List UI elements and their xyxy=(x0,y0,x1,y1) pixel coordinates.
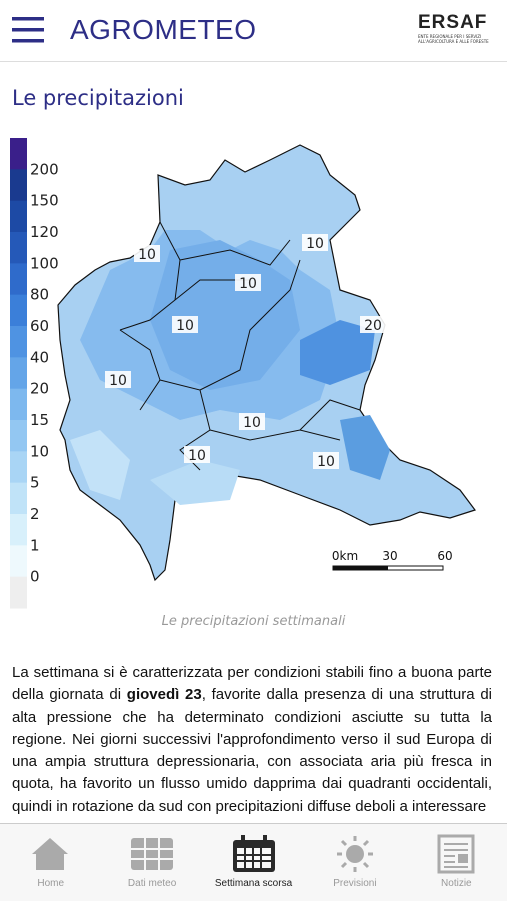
legend-label: 0 xyxy=(30,568,40,586)
legend-swatch xyxy=(10,388,27,421)
tab-bar: Home Dati meteo Settimana scorsa Previsioni… xyxy=(0,823,507,901)
legend-swatch xyxy=(10,169,27,202)
tab-icon xyxy=(131,838,174,870)
contour-label-box xyxy=(235,274,261,291)
contour-label-box xyxy=(172,316,198,333)
contour-label: 10 xyxy=(306,236,324,252)
contour-label-box xyxy=(239,413,265,430)
tab[interactable]: Previsioni xyxy=(304,824,405,901)
contour-label-box xyxy=(184,446,210,463)
contour-labels: 10 10 10 10 10 10 10 10 20 xyxy=(105,234,386,470)
tab-icon xyxy=(437,834,475,874)
map-shape xyxy=(57,144,476,582)
legend-swatch xyxy=(10,545,27,578)
tab-icon xyxy=(336,836,373,872)
contour-label-box xyxy=(313,452,339,469)
tab-label: Notizie xyxy=(441,878,472,889)
legend-label: 2 xyxy=(30,505,40,523)
legend-swatch xyxy=(10,420,27,452)
scale-label: 30 xyxy=(382,549,397,563)
text: La settimana si è caratterizzata per con… xyxy=(12,664,492,704)
tab-icon xyxy=(31,838,68,870)
contour-label-box xyxy=(302,234,328,251)
map-caption: Le precipitazioni settimanali xyxy=(161,614,346,629)
legend-label: 1 xyxy=(30,536,40,554)
report-paragraph: La settimana si è caratterizzata per con… xyxy=(12,662,492,818)
legend-label: 120 xyxy=(30,223,59,241)
header: AGROMETEO ERSAF ENTE REGIONALE PER I SERV… xyxy=(0,0,507,62)
legend-label: 60 xyxy=(30,317,49,335)
legend-label: 150 xyxy=(30,192,59,210)
legend-swatch xyxy=(10,294,27,327)
section-title: Le precipitazioni xyxy=(12,86,184,110)
tab-icon xyxy=(232,835,275,872)
legend-swatch xyxy=(10,232,27,264)
app-title: AGROMETEO xyxy=(70,14,257,45)
legend-swatch xyxy=(10,482,27,515)
scale-labels: 0km 30 60 xyxy=(332,549,453,563)
tab[interactable]: Settimana scorsa xyxy=(203,824,304,901)
contour-label: 20 xyxy=(364,318,382,334)
legend-swatch xyxy=(10,326,27,358)
bold-date: giovedì 23 xyxy=(126,686,202,704)
scale-label: 60 xyxy=(437,549,452,563)
logo: ERSAF ENTE REGIONALE PER I SERVIZI ALL'AG… xyxy=(418,12,498,44)
tab-label: Previsioni xyxy=(333,878,377,889)
text: , favorite dalla presenza di una struttu… xyxy=(12,686,493,815)
contour-label-box xyxy=(134,245,160,262)
contour-label: 10 xyxy=(317,454,335,470)
scale-bar xyxy=(332,565,444,571)
contour-label: 10 xyxy=(138,247,156,263)
contour-label: 10 xyxy=(239,276,257,292)
legend-label: 100 xyxy=(30,254,59,272)
legend-swatch xyxy=(10,576,27,609)
logo-name: ERSAF xyxy=(418,12,488,33)
legend-swatch xyxy=(10,451,27,484)
tab-label: Home xyxy=(37,878,65,889)
logo-subtitle: ENTE REGIONALE PER I SERVIZI ALL'AGRICOL… xyxy=(418,34,489,44)
tab-label: Dati meteo xyxy=(127,878,177,889)
contour-label-box xyxy=(105,371,131,388)
tab[interactable]: Home xyxy=(0,824,101,901)
contour-label: 10 xyxy=(188,448,206,464)
legend-label: 20 xyxy=(30,380,49,398)
legend-swatch xyxy=(10,263,27,296)
contour-label-box xyxy=(360,316,386,333)
legend-label: 80 xyxy=(30,286,49,304)
contour-label: 10 xyxy=(176,318,194,334)
legend-label: 15 xyxy=(30,411,49,429)
tab[interactable]: Dati meteo xyxy=(101,824,202,901)
contour-label: 10 xyxy=(109,373,127,389)
legend-label: 5 xyxy=(30,474,40,492)
tab-label: Settimana scorsa xyxy=(214,878,293,889)
contour-label: 10 xyxy=(243,415,261,431)
legend-swatch xyxy=(10,200,27,233)
legend-swatch xyxy=(10,514,27,546)
legend-label: 40 xyxy=(30,348,49,366)
legend-label: 10 xyxy=(30,442,49,460)
tab[interactable]: Notizie xyxy=(406,824,507,901)
legend-swatch xyxy=(10,357,27,390)
legend-swatch xyxy=(10,138,27,170)
scale-label: 0km xyxy=(332,549,358,563)
menu-button[interactable] xyxy=(12,17,44,43)
legend-label: 200 xyxy=(30,160,59,178)
